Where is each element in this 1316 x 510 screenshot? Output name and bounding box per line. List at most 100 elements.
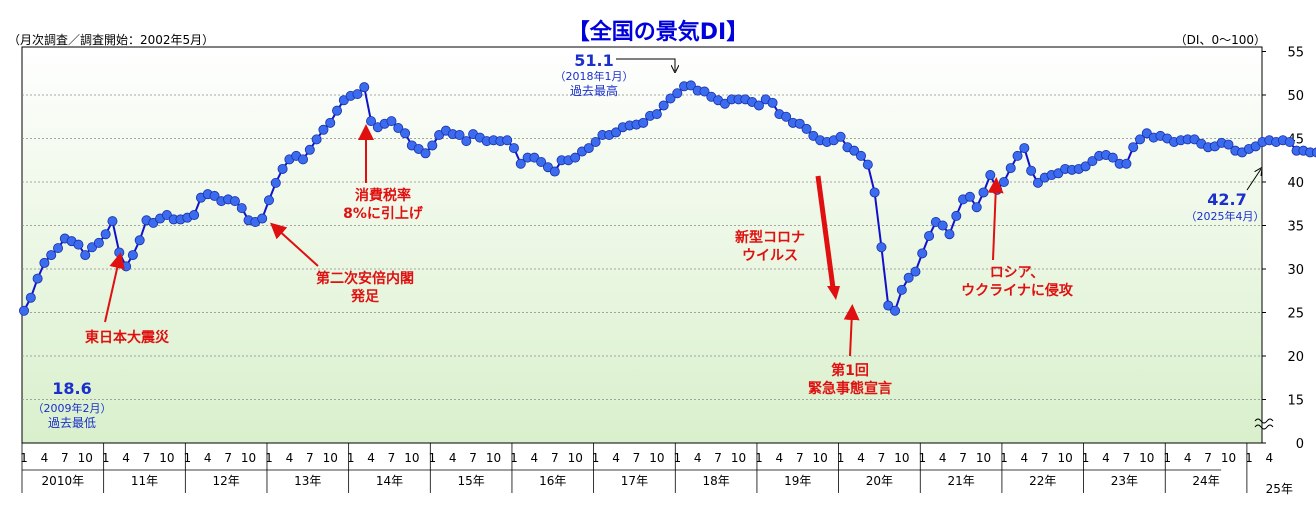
x-month-label: 10 (159, 451, 174, 465)
value-note-low: （2009年2月） (33, 401, 112, 415)
di-data-point (1012, 150, 1023, 161)
x-month-label: 10 (404, 451, 419, 465)
arrow-corona (815, 175, 836, 289)
annotation-russia: ウクライナに侵攻 (961, 282, 1074, 299)
di-data-point (985, 170, 996, 181)
di-data-point (781, 111, 792, 122)
x-year-label: 24年 (1192, 474, 1219, 488)
di-data-point (699, 86, 710, 97)
di-data-point (114, 247, 125, 258)
pointer-high (616, 58, 675, 71)
di-data-point (502, 135, 513, 146)
x-month-label: 10 (1139, 451, 1154, 465)
x-month-label: 4 (286, 451, 294, 465)
di-data-point (903, 272, 914, 283)
di-data-point (236, 203, 247, 214)
di-data-point (393, 123, 404, 134)
annotation-corona: 新型コロナ (735, 229, 805, 246)
value-note-high: 過去最高 (570, 83, 618, 98)
di-data-point (570, 152, 581, 163)
y-tick-label: 20 (1287, 350, 1304, 365)
x-year-label: 19年 (784, 474, 811, 488)
x-month-label: 7 (224, 451, 232, 465)
x-month-label: 1 (1163, 451, 1171, 465)
x-month-label: 1 (837, 451, 845, 465)
di-data-point (318, 124, 329, 135)
di-data-point (359, 82, 370, 93)
di-data-point (332, 105, 343, 116)
di-data-point (611, 127, 622, 138)
x-month-label: 7 (633, 451, 641, 465)
di-data-point (964, 191, 975, 202)
di-data-point (325, 117, 336, 128)
x-month-label: 7 (878, 451, 886, 465)
y-tick-label: 50 (1287, 89, 1304, 104)
x-month-label: 4 (1021, 451, 1029, 465)
di-data-point (937, 220, 948, 231)
di-data-point (352, 89, 363, 100)
di-data-point (767, 97, 778, 108)
di-data-point (1107, 152, 1118, 163)
x-month-label: 1 (183, 451, 191, 465)
x-year-label: 17年 (621, 474, 648, 488)
di-data-point (304, 144, 315, 155)
x-month-label: 7 (1123, 451, 1131, 465)
di-data-point (685, 80, 696, 91)
di-data-point (107, 216, 118, 227)
x-month-label: 7 (388, 451, 396, 465)
di-data-point (672, 88, 683, 99)
annotation-abe: 第二次安倍内閣 (316, 270, 414, 287)
di-data-point (257, 213, 268, 224)
annotation-russia: ロシア、 (990, 265, 1045, 281)
di-data-point (876, 242, 887, 253)
y-tick-label: 35 (1287, 220, 1304, 235)
x-month-label: 1 (347, 451, 355, 465)
di-data-point (1135, 134, 1146, 145)
x-month-label: 1 (510, 451, 518, 465)
x-month-label: 10 (976, 451, 991, 465)
di-data-point (638, 117, 649, 128)
di-data-point (311, 134, 322, 145)
di-data-point (386, 116, 397, 127)
x-month-label: 10 (241, 451, 256, 465)
x-year-label: 11年 (131, 474, 158, 488)
x-month-label: 10 (568, 451, 583, 465)
x-month-label: 10 (731, 451, 746, 465)
di-data-point (924, 230, 935, 241)
di-data-point (862, 159, 873, 170)
x-month-label: 1 (20, 451, 28, 465)
x-month-label: 4 (857, 451, 865, 465)
di-data-point (651, 109, 662, 120)
x-month-label: 10 (649, 451, 664, 465)
value-note-last: （2025年4月） (1186, 209, 1265, 223)
x-year-label: 16年 (539, 474, 566, 488)
di-data-point (127, 250, 138, 261)
x-month-label: 4 (41, 451, 49, 465)
x-month-label: 4 (776, 451, 784, 465)
x-month-label: 1 (918, 451, 926, 465)
di-data-point (80, 250, 91, 261)
x-month-label: 7 (469, 451, 477, 465)
di-data-point (753, 100, 764, 111)
x-month-label: 7 (959, 451, 967, 465)
value-note-low: 過去最低 (48, 416, 96, 430)
x-year-label: 25年 (1266, 482, 1293, 496)
x-month-label: 1 (592, 451, 600, 465)
di-data-point (427, 140, 438, 151)
x-month-label: 1 (428, 451, 436, 465)
annotation-emergency: 緊急事態宣言 (808, 380, 892, 397)
di-data-point (849, 145, 860, 156)
pointer-last (1246, 169, 1261, 191)
di-data-point (794, 118, 805, 129)
x-year-label: 18年 (702, 474, 729, 488)
di-data-point (270, 177, 281, 188)
di-data-point (25, 292, 36, 303)
di-data-point (978, 187, 989, 198)
di-data-point (121, 261, 132, 272)
x-month-label: 4 (531, 451, 539, 465)
value-note-high: （2018年1月） (555, 69, 634, 83)
di-data-point (856, 150, 867, 161)
arrow-russia (987, 177, 1004, 261)
di-data-point (910, 266, 921, 277)
